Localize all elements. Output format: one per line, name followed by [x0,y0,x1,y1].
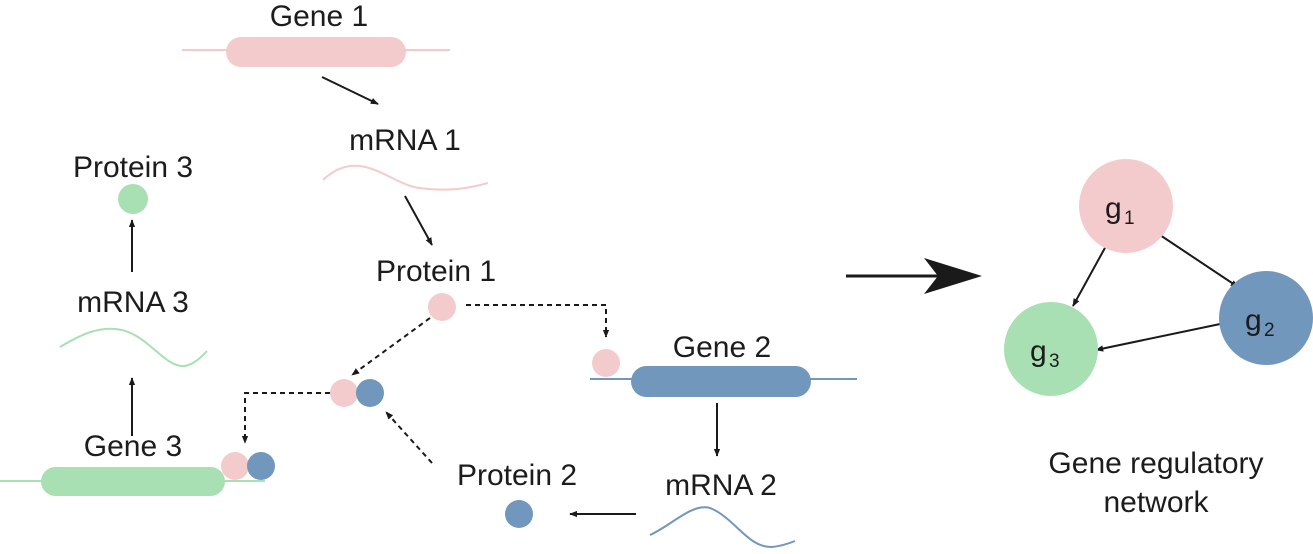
mrna-2: mRNA 2 [649,469,796,549]
gene-3-body [41,467,225,496]
mrna-3: mRNA 3 [59,286,208,368]
dashed-protein1-to-complex [351,317,431,376]
mrna-2-label: mRNA 2 [665,469,777,502]
node-g3: g 3 [1004,302,1098,396]
protein-1-label: Protein 1 [376,255,496,288]
gene-2-body [631,366,811,397]
gene-3-bound-protein-2 [247,452,275,480]
dashed-protein1-to-gene2 [466,304,610,338]
protein-3: Protein 3 [73,151,193,214]
gene-3: Gene 3 [0,430,275,496]
dashed-protein2-to-complex [385,411,433,464]
edge-g1-to-g3 [1072,245,1107,307]
gene-2: Gene 2 [590,331,857,397]
node-g1-letter: g [1105,192,1122,225]
gene-1-body [226,37,406,67]
protein-complex [330,379,384,407]
node-g2-index: 2 [1264,320,1275,341]
node-g3-circle [1004,302,1098,396]
node-g3-index: 3 [1049,351,1060,372]
protein-2: Protein 2 [457,459,577,528]
complex-protein-1 [330,379,358,407]
mrna-3-label: mRNA 3 [77,286,189,319]
node-g3-letter: g [1030,335,1047,368]
network-title-line-1: Gene regulatory [1048,447,1263,480]
gene-1: Gene 1 [182,0,450,67]
edge-g1-to-g2 [1159,234,1239,288]
mrna-2-wave [649,506,796,549]
network-title-line-2: network [1103,486,1209,519]
gene-1-label: Gene 1 [270,0,368,33]
protein-3-label: Protein 3 [73,151,193,184]
protein-2-dot [505,500,533,528]
node-g1: g 1 [1079,159,1173,253]
gene-2-bound-protein-1 [592,349,620,377]
node-g1-index: 1 [1124,208,1135,229]
mrna-3-wave [59,327,208,368]
protein-3-dot [118,184,148,214]
mrna-1-label: mRNA 1 [349,124,461,157]
mrna-1-wave [322,164,489,191]
node-g1-circle [1079,159,1173,253]
gene-3-bound-protein-1 [221,452,249,480]
protein-1: Protein 1 [376,255,496,321]
mrna-1: mRNA 1 [322,124,489,191]
arrow-mrna1-to-protein1 [404,195,433,246]
protein-1-dot [428,293,456,321]
node-g2-circle [1219,271,1313,365]
transition-arrow [846,258,982,294]
gene-regulatory-network: g 1 g 2 g 3 Gene regulatory network [1004,159,1313,519]
node-g2: g 2 [1219,271,1313,365]
transition-arrow-head [924,258,982,294]
node-g2-letter: g [1245,304,1262,337]
arrow-gene1-to-mrna1 [321,76,379,105]
edge-g2-to-g3 [1095,322,1226,352]
complex-protein-2 [356,379,384,407]
gene-2-label: Gene 2 [673,331,771,364]
dashed-complex-to-gene3 [241,392,330,444]
protein-2-label: Protein 2 [457,459,577,492]
